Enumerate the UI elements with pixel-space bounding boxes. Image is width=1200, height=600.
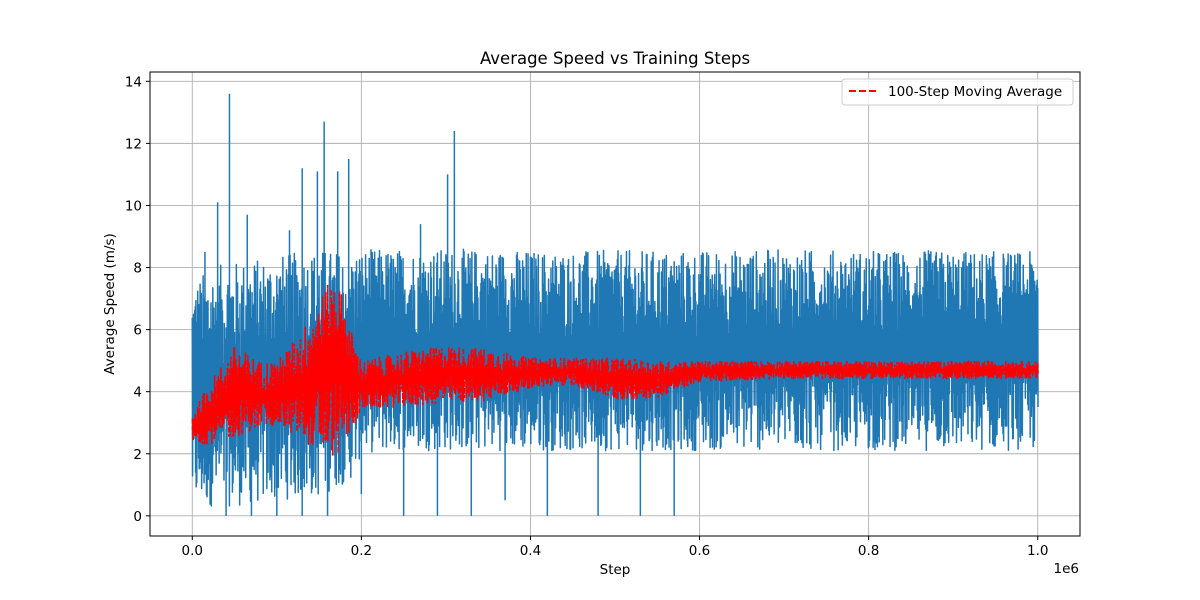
y-tick-label: 12 (125, 136, 142, 152)
legend-entry-moving-average: 100-Step Moving Average (888, 84, 1062, 100)
y-tick-label: 2 (133, 447, 142, 463)
y-axis-label: Average Speed (m/s) (102, 233, 118, 375)
x-tick-label: 0.2 (351, 543, 372, 559)
y-tick-label: 10 (125, 198, 142, 214)
x-tick-label: 0.0 (182, 543, 203, 559)
x-tick-label: 0.8 (858, 543, 879, 559)
x-tick-label: 0.4 (520, 543, 541, 559)
x-tick-label: 1.0 (1027, 543, 1048, 559)
chart-title: Average Speed vs Training Steps (480, 49, 750, 68)
series-line-moving-average (191, 284, 1039, 456)
axes-frame (149, 71, 1081, 537)
x-axis-offset-label: 1e6 (1054, 561, 1079, 577)
y-tick-label: 6 (133, 323, 142, 339)
x-tick-label: 0.6 (689, 543, 710, 559)
y-tick-label: 8 (133, 261, 142, 277)
plot-area (191, 93, 1039, 516)
x-axis-label: Step (600, 562, 631, 578)
legend-box (841, 78, 1074, 106)
axis-ticks: 0.0 0.2 0.4 0.6 0.8 1.0 0 2 4 6 8 10 12 14 (125, 74, 1049, 559)
y-tick-label: 4 (133, 385, 142, 401)
legend: 100-Step Moving Average (841, 78, 1074, 106)
series-line-average-speed (191, 93, 1039, 516)
y-tick-label: 0 (133, 509, 142, 525)
y-tick-label: 14 (125, 74, 142, 90)
